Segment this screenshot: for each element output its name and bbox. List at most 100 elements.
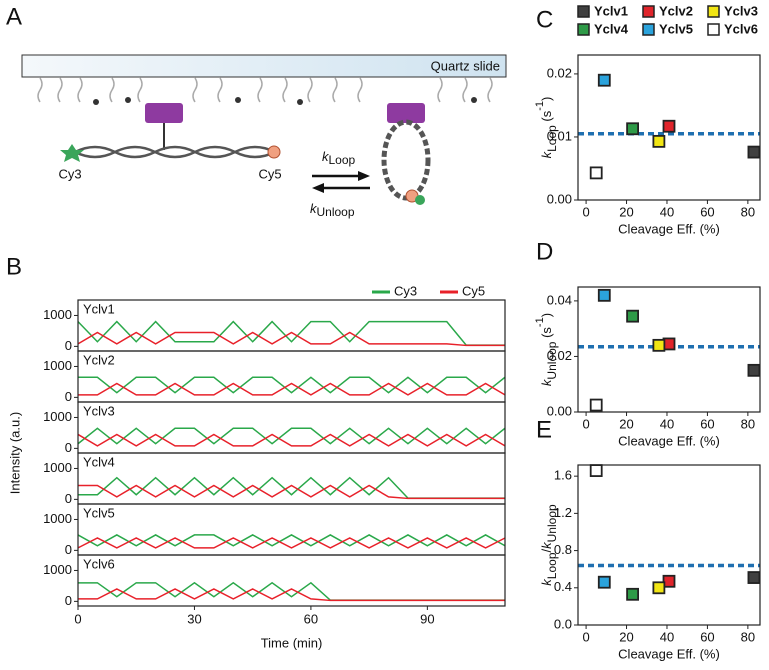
x-tick-label: 60 <box>700 204 714 219</box>
legend-label: Yclv2 <box>659 3 693 18</box>
legend-swatch <box>642 23 655 36</box>
point <box>589 398 603 412</box>
k-subscript: Loop <box>329 153 356 167</box>
x-axis-label: Cleavage Eff. (%) <box>618 221 720 236</box>
x-tick-label: 20 <box>619 416 633 431</box>
protein <box>387 103 425 123</box>
y-axis-label: kLoop (s-1) <box>534 97 559 159</box>
x-tick-label: 30 <box>187 611 201 626</box>
y-axis-label: Intensity (a.u.) <box>7 412 22 494</box>
y-tick-label: 0.0 <box>554 616 572 631</box>
panel-a: A Quartz slide Cy3 Cy5 kLoop kUnloop <box>6 3 507 219</box>
x-tick-label: 20 <box>619 629 633 644</box>
point <box>597 575 611 589</box>
panel-name: Yclv4 <box>83 454 115 469</box>
trace <box>77 427 506 445</box>
panel-name: Yclv6 <box>83 556 115 571</box>
legend-swatch <box>707 5 720 18</box>
point <box>626 122 639 136</box>
y-tick-label: 0.00 <box>547 403 572 418</box>
biotin <box>93 97 477 105</box>
y-tick-label: 0.01 <box>547 128 572 143</box>
point <box>626 587 639 601</box>
x-axis-label: Time (min) <box>261 635 323 650</box>
y-tick-label: 0 <box>65 440 72 455</box>
acceptor-label: Cy5 <box>258 166 281 181</box>
point <box>589 464 603 477</box>
panel-label: A <box>6 3 22 30</box>
panel-label: C <box>536 6 553 33</box>
slide <box>21 54 507 78</box>
x-tick-label: 60 <box>700 416 714 431</box>
y-tick-label: 1000 <box>43 511 72 526</box>
trace <box>78 376 506 394</box>
trace <box>78 588 505 602</box>
point <box>597 73 611 87</box>
x-axis-label: Cleavage Eff. (%) <box>618 433 720 448</box>
x-tick-label: 0 <box>74 611 81 626</box>
y-label-part: (s <box>539 110 554 125</box>
panel-name: Yclv1 <box>83 301 115 316</box>
y-tick-label: 1000 <box>43 409 72 424</box>
k-symbol: k <box>310 201 318 216</box>
y-tick-label: 0.8 <box>554 542 572 557</box>
x-axis-label: Cleavage Eff. (%) <box>618 646 720 661</box>
plot-frame <box>577 464 761 626</box>
donor-label: Cy3 <box>58 166 81 181</box>
legend-label: Yclv3 <box>724 3 758 18</box>
panel-label: E <box>536 416 552 443</box>
panel-label: D <box>536 238 553 265</box>
y-label-part: (s <box>539 327 554 342</box>
x-tick-label: 40 <box>660 204 674 219</box>
y-tick-label: 0.02 <box>547 348 572 363</box>
protein <box>145 103 183 123</box>
point <box>652 338 666 352</box>
y-label-part: Unloop <box>545 341 559 379</box>
plot-frame <box>577 54 761 201</box>
y-label-part: Loop <box>545 125 559 152</box>
point <box>662 574 676 588</box>
point <box>662 119 676 133</box>
trace <box>77 433 506 447</box>
y-axis-label: kUnloop (s-1) <box>534 313 559 386</box>
arrowhead <box>358 171 370 181</box>
k-symbol: k <box>322 149 330 164</box>
legend-swatch <box>577 5 590 18</box>
legend-swatch <box>707 23 720 36</box>
x-tick-label: 0 <box>582 629 589 644</box>
panel-frame <box>77 554 506 607</box>
y-tick-label: 0.4 <box>554 579 572 594</box>
cy5-dye <box>267 145 281 159</box>
y-tick-label: 0 <box>65 389 72 404</box>
k-subscript: Unloop <box>317 205 355 219</box>
legend-swatch <box>577 23 590 36</box>
panel-label: B <box>6 253 22 280</box>
y-label-part: -1 <box>534 101 546 111</box>
legend-swatch <box>642 5 655 18</box>
y-tick-label: 0 <box>65 593 72 608</box>
legend-label: Yclv6 <box>724 21 758 36</box>
y-label-part: ) <box>539 97 554 101</box>
y-tick-label: 0 <box>65 338 72 353</box>
y-label-part: Unloop <box>545 504 559 542</box>
trace <box>78 581 505 601</box>
y-tick-label: 0 <box>65 542 72 557</box>
point <box>597 288 611 302</box>
trace <box>77 320 505 346</box>
plot-frame <box>577 286 761 413</box>
legend-label: Yclv1 <box>594 3 628 18</box>
y-tick-label: 1000 <box>43 562 72 577</box>
trace <box>77 331 505 347</box>
point <box>747 363 761 377</box>
y-label-part: -1 <box>534 317 546 327</box>
peg <box>37 77 493 103</box>
dna-loop <box>381 119 431 201</box>
trace <box>77 537 506 549</box>
y-tick-label: 0.00 <box>547 191 572 206</box>
y-label-part: k <box>539 578 554 586</box>
y-label-part: Loop <box>545 552 559 579</box>
y-tick-label: 1.2 <box>554 505 572 520</box>
point <box>626 309 639 323</box>
cy3-dye <box>415 195 425 205</box>
